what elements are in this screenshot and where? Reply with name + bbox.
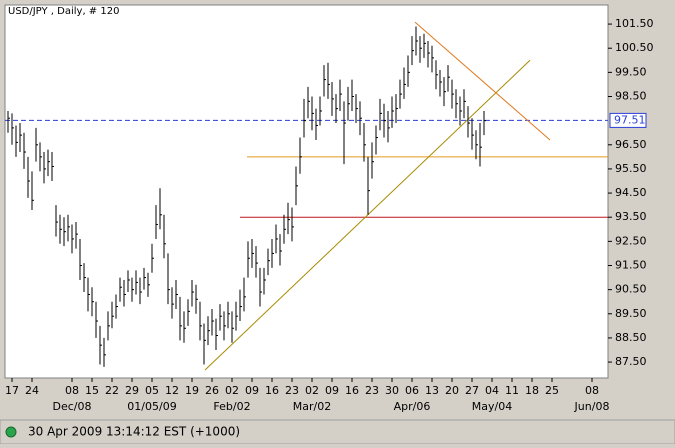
x-tick-label: 23 [365, 384, 379, 397]
month-label: Apr/06 [394, 400, 431, 413]
x-tick-label: 09 [245, 384, 259, 397]
x-tick-label: 11 [505, 384, 519, 397]
month-label: Feb/02 [213, 400, 250, 413]
month-label: 01/05/09 [127, 400, 176, 413]
y-tick-label: 99.50 [615, 65, 647, 78]
x-tick-label: 02 [225, 384, 239, 397]
x-tick-label: 12 [165, 384, 179, 397]
x-tick-label: 29 [125, 384, 139, 397]
x-tick-label: 23 [285, 384, 299, 397]
x-tick-label: 08 [585, 384, 599, 397]
x-tick-label: 04 [485, 384, 499, 397]
x-tick-label: 27 [465, 384, 479, 397]
trend-line [414, 21, 551, 141]
y-tick-label: 96.50 [615, 138, 647, 151]
month-label: Jun/08 [574, 400, 610, 413]
y-tick-label: 92.50 [615, 234, 647, 247]
y-tick-label: 94.50 [615, 186, 647, 199]
y-tick-label: 93.50 [615, 210, 647, 223]
y-tick-label: 88.50 [615, 331, 647, 344]
status-text: 30 Apr 2009 13:14:12 EST (+1000) [28, 425, 240, 439]
y-tick-label: 98.50 [615, 89, 647, 102]
x-tick-label: 22 [105, 384, 119, 397]
x-tick-label: 09 [325, 384, 339, 397]
status-bar [0, 419, 675, 445]
trend-line [204, 59, 531, 371]
month-label: Dec/08 [53, 400, 92, 413]
x-tick-label: 15 [85, 384, 99, 397]
y-tick-label: 91.50 [615, 258, 647, 271]
y-tick-label: 87.50 [615, 355, 647, 368]
y-tick-label: 89.50 [615, 307, 647, 320]
x-tick-label: 05 [145, 384, 159, 397]
x-tick-label: 17 [5, 384, 19, 397]
x-tick-label: 19 [185, 384, 199, 397]
y-tick-label: 95.50 [615, 162, 647, 175]
x-tick-label: 20 [445, 384, 459, 397]
x-tick-label: 24 [25, 384, 39, 397]
y-tick-label: 100.50 [615, 41, 654, 54]
chart-title: USD/JPY , Daily, # 120 [8, 6, 119, 17]
x-tick-label: 25 [545, 384, 559, 397]
x-tick-label: 26 [205, 384, 219, 397]
x-tick-label: 16 [345, 384, 359, 397]
x-tick-label: 16 [265, 384, 279, 397]
x-tick-label: 18 [525, 384, 539, 397]
level-label-box [609, 112, 647, 128]
x-tick-label: 13 [425, 384, 439, 397]
x-tick-label: 02 [305, 384, 319, 397]
x-tick-label: 08 [65, 384, 79, 397]
plot-area [4, 4, 609, 379]
month-label: May/04 [472, 400, 512, 413]
x-tick-label: 30 [385, 384, 399, 397]
y-tick-label: 90.50 [615, 283, 647, 296]
month-label: Mar/02 [293, 400, 331, 413]
x-tick-label: 06 [405, 384, 419, 397]
status-icon [5, 426, 17, 438]
y-tick-label: 101.50 [615, 17, 654, 30]
level-label: 97.51 [614, 113, 646, 126]
